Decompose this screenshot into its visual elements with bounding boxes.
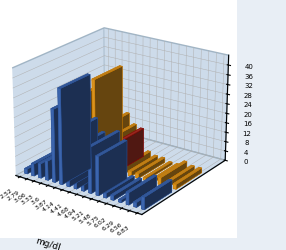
X-axis label: mg/dl: mg/dl <box>34 236 62 250</box>
